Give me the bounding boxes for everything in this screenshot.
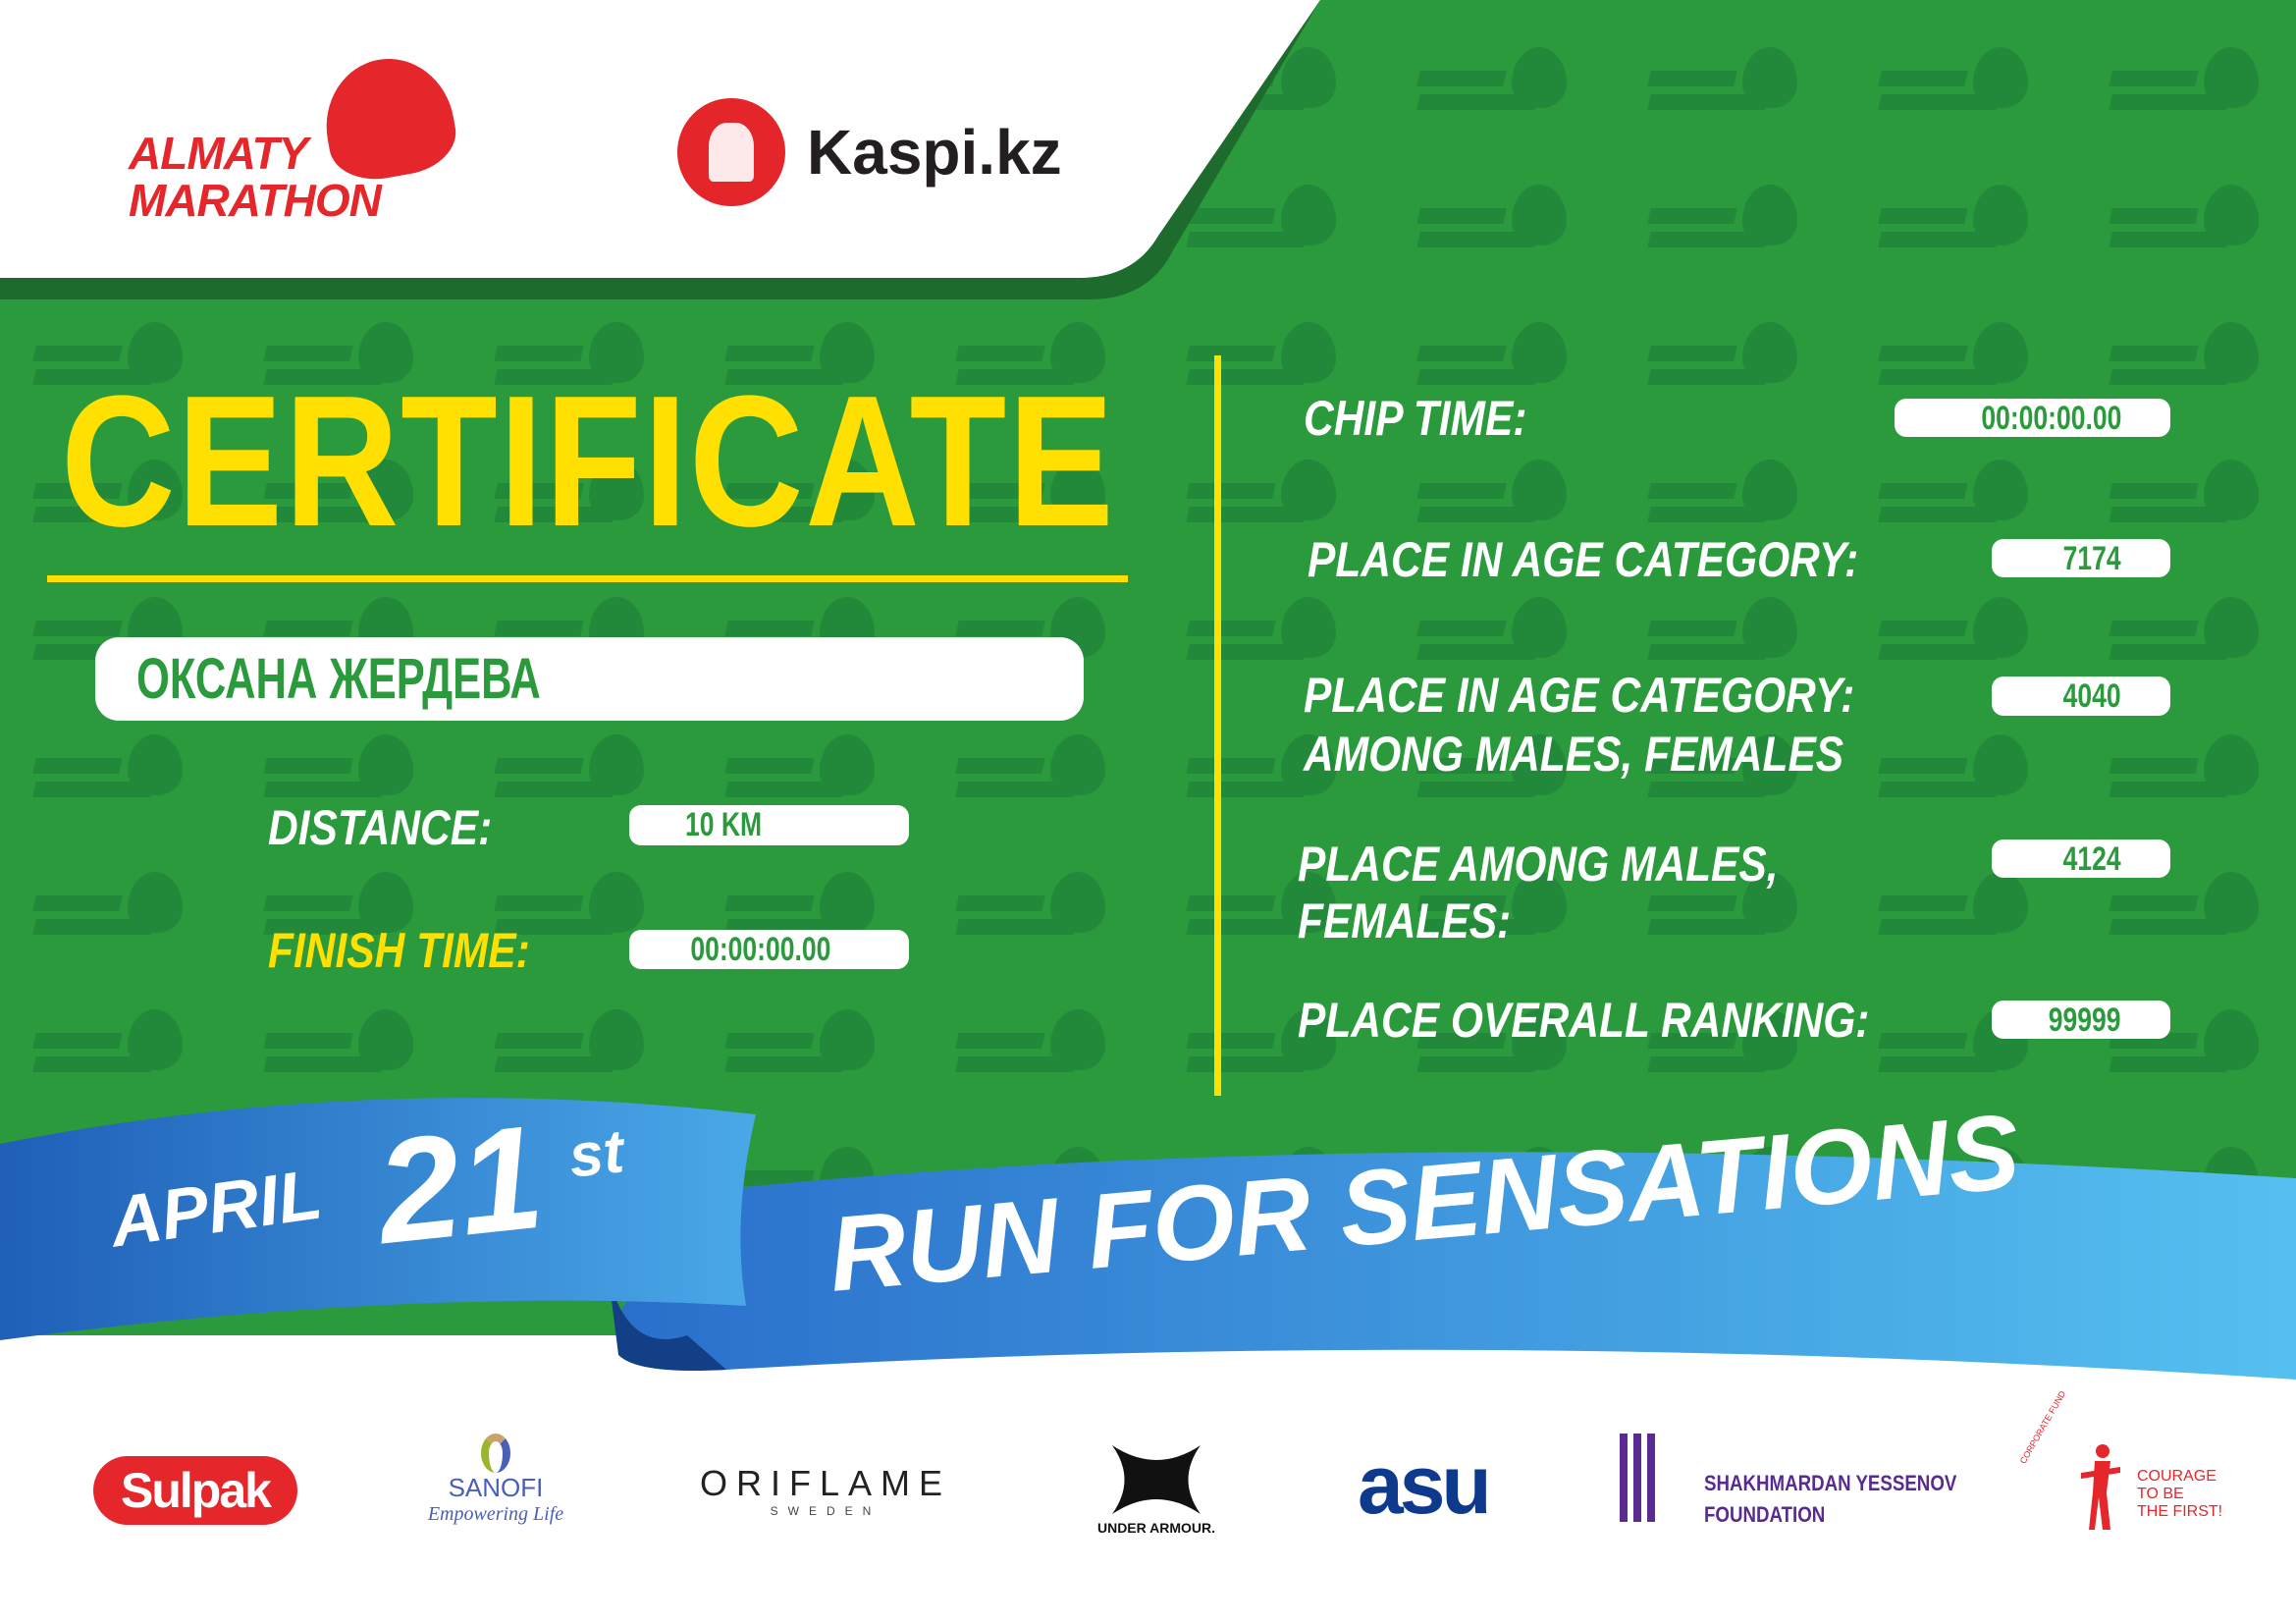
participant-name: ОКСАНА ЖЕРДЕВА <box>136 647 541 711</box>
yessenov-line-1: SHAKHMARDAN YESSENOV <box>1704 1471 1957 1495</box>
courage-line-1: COURAGE <box>2137 1468 2216 1485</box>
certificate-title: CERTIFICATE <box>61 357 1116 566</box>
overall-ranking-label: PLACE OVERALL RANKING: <box>1298 993 1870 1048</box>
sanofi-name: SANOFI <box>448 1473 544 1502</box>
asu-logo: asu <box>1358 1438 1492 1531</box>
ribbon-day-suffix: st <box>565 1117 627 1191</box>
courage-fund-logo: COURAGE TO BE THE FIRST! <box>2137 1468 2222 1521</box>
distance-value: 10 KM <box>629 805 909 845</box>
under-armour-name: UNDER ARMOUR. <box>1096 1520 1216 1536</box>
sponsor-logos: Sulpak SANOFI Empowering Life ORIFLAME S… <box>0 1389 2296 1581</box>
almaty-marathon-logo: ALMATY MARATHON <box>129 48 462 231</box>
under-armour-icon <box>1112 1445 1201 1514</box>
age-category-place-label: PLACE IN AGE CATEGORY: <box>1308 532 1859 587</box>
oriflame-name: ORIFLAME <box>699 1463 952 1503</box>
yessenov-logo: SHAKHMARDAN YESSENOV FOUNDATION <box>1704 1468 1956 1531</box>
sanofi-icon <box>481 1434 510 1473</box>
gender-place-value: 4124 <box>1992 839 2170 878</box>
age-category-gender-label-2: AMONG MALES, FEMALES <box>1304 727 1844 782</box>
chip-time-label: CHIP TIME: <box>1304 391 1527 446</box>
participant-name-box: ОКСАНА ЖЕРДЕВА <box>95 637 1084 721</box>
overall-ranking-value: 99999 <box>1992 1001 2170 1039</box>
age-category-place-value: 7174 <box>1992 539 2170 577</box>
distance-label: DISTANCE: <box>268 800 493 855</box>
sanofi-logo: SANOFI Empowering Life <box>422 1434 569 1526</box>
chip-time-value: 00:00:00.00 <box>1895 399 2170 437</box>
header-panel <box>0 0 1320 299</box>
age-category-gender-label-1: PLACE IN AGE CATEGORY: <box>1304 668 1855 723</box>
kaspi-logo: Kaspi.kz <box>677 98 1062 206</box>
oriflame-logo: ORIFLAME SWEDEN <box>692 1463 959 1518</box>
kaspi-icon <box>677 98 785 206</box>
title-underline <box>47 575 1128 582</box>
sanofi-tagline: Empowering Life <box>427 1503 564 1525</box>
divider-line <box>1214 355 1221 1096</box>
finish-time-label: FINISH TIME: <box>268 923 530 978</box>
under-armour-logo: UNDER ARMOUR. <box>1078 1445 1235 1536</box>
ribbon-day: 21 <box>369 1093 551 1275</box>
gender-place-label-1: PLACE AMONG MALES, <box>1298 837 1779 892</box>
yessenov-line-2: FOUNDATION <box>1704 1502 1826 1527</box>
courage-fund-icon <box>2081 1444 2120 1530</box>
finish-time-value: 00:00:00.00 <box>629 930 909 969</box>
yessenov-icon <box>1620 1434 1659 1522</box>
age-category-gender-value: 4040 <box>1992 677 2170 716</box>
sulpak-logo: Sulpak <box>93 1456 297 1525</box>
gender-place-label-2: FEMALES: <box>1298 893 1512 948</box>
courage-line-3: THE FIRST! <box>2137 1503 2223 1520</box>
courage-line-2: TO BE <box>2137 1486 2184 1502</box>
oriflame-sub: SWEDEN <box>770 1504 881 1518</box>
